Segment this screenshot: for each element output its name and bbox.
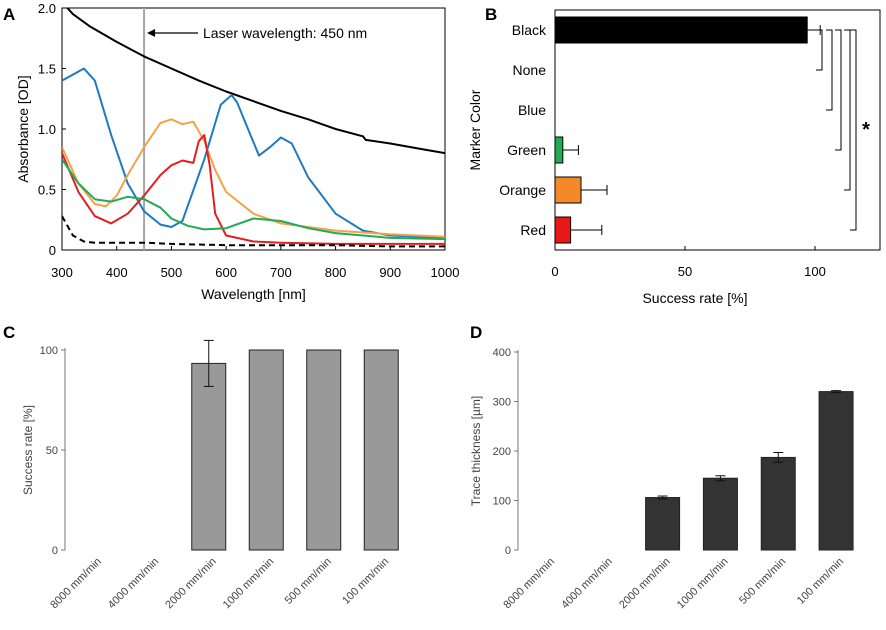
x-tick-label: 2000 mm/min bbox=[163, 556, 219, 612]
y-tick-label: 100 bbox=[40, 345, 58, 357]
category-label-orange: Orange bbox=[499, 182, 546, 198]
bar-100-mm-min bbox=[818, 391, 854, 551]
panel-d-letter: D bbox=[470, 323, 482, 342]
x-tick-label: 8000 mm/min bbox=[48, 556, 104, 612]
significance-star: * bbox=[862, 119, 870, 141]
x-tick-label: 8000 mm/min bbox=[501, 556, 557, 612]
y-tick-label: 400 bbox=[493, 347, 511, 359]
y-tick-label: 0 bbox=[49, 243, 56, 258]
x-tick-label: 100 mm/min bbox=[340, 556, 391, 607]
y-axis-label: Absorbance [OD] bbox=[15, 75, 31, 182]
panel-a-absorbance-chart: A Laser wavelength: 450 nm 300 400 500 600 700… bbox=[3, 1, 459, 302]
category-label-red: Red bbox=[520, 222, 546, 238]
x-tick-label: 700 bbox=[270, 265, 292, 280]
panel-b-frame bbox=[554, 9, 881, 251]
y-tick-label: 0 bbox=[52, 545, 58, 557]
x-tick-label: 900 bbox=[379, 265, 401, 280]
significance-bracket bbox=[816, 29, 823, 71]
bar-2000-mm-min bbox=[645, 497, 681, 551]
x-tick-label: 4000 mm/min bbox=[106, 556, 162, 612]
y-tick-label: 2.0 bbox=[38, 1, 56, 16]
x-tick-label: 2000 mm/min bbox=[617, 556, 673, 612]
series-line-none bbox=[62, 215, 445, 248]
bar-orange bbox=[554, 176, 582, 204]
category-label-blue: Blue bbox=[518, 102, 546, 118]
category-label-none: None bbox=[513, 62, 547, 78]
x-tick-label: 600 bbox=[215, 265, 237, 280]
panel-a-letter: A bbox=[3, 5, 15, 24]
x-tick-label: 100 bbox=[804, 264, 826, 279]
bar-2000-mm-min bbox=[191, 362, 227, 551]
x-tick-label: 300 bbox=[51, 265, 73, 280]
bar-1000-mm-min bbox=[702, 477, 738, 551]
x-tick-label: 0 bbox=[551, 264, 558, 279]
x-tick-label: 500 mm/min bbox=[283, 556, 334, 607]
x-tick-label: 500 mm/min bbox=[737, 556, 788, 607]
y-tick-label: 300 bbox=[493, 397, 511, 409]
y-axis-label: Trace thickness [µm] bbox=[469, 396, 483, 507]
bar-500-mm-min bbox=[760, 456, 796, 551]
panel-a-series-group bbox=[62, 8, 445, 248]
significance-bracket bbox=[844, 29, 851, 191]
series-line-black bbox=[66, 8, 445, 155]
x-tick-label: 400 bbox=[106, 265, 128, 280]
bar-1000-mm-min bbox=[248, 349, 284, 551]
x-axis-label: Success rate [%] bbox=[642, 290, 747, 306]
x-tick-label: 1000 bbox=[431, 265, 460, 280]
x-tick-label: 1000 mm/min bbox=[221, 556, 277, 612]
x-tick-label: 800 bbox=[325, 265, 347, 280]
y-tick-label: 0 bbox=[505, 545, 511, 557]
laser-annotation-text: Laser wavelength: 450 nm bbox=[203, 25, 367, 41]
bar-100-mm-min bbox=[363, 349, 399, 551]
x-tick-label: 1000 mm/min bbox=[675, 556, 731, 612]
y-tick-label: 200 bbox=[493, 446, 511, 458]
panel-c-success-rate-chart: C 0 50 100 8000 mm/min 4000 mm/min 2000 mm/min… bbox=[3, 323, 399, 612]
x-tick-label: 500 bbox=[161, 265, 183, 280]
panel-c-letter: C bbox=[3, 323, 15, 342]
series-line-blue bbox=[62, 67, 445, 239]
y-tick-label: 100 bbox=[493, 496, 511, 508]
panel-b-letter: B bbox=[485, 5, 497, 24]
bar-red bbox=[554, 216, 572, 244]
y-tick-label: 1.0 bbox=[38, 122, 56, 137]
series-line-red bbox=[62, 134, 445, 245]
y-axis-label: Marker Color bbox=[467, 89, 483, 170]
x-axis-label: Wavelength [nm] bbox=[201, 286, 306, 302]
x-tick-label: 4000 mm/min bbox=[559, 556, 615, 612]
series-line-orange bbox=[62, 118, 445, 238]
y-axis-label: Success rate [%] bbox=[21, 405, 35, 495]
y-tick-label: 0.5 bbox=[38, 183, 56, 198]
bar-green bbox=[554, 136, 564, 164]
bar-500-mm-min bbox=[306, 349, 342, 551]
significance-bracket bbox=[850, 29, 857, 231]
bar-black bbox=[554, 16, 808, 44]
y-tick-label: 50 bbox=[46, 445, 58, 457]
panel-b-marker-color-chart: B Black None Blue Green Orange Red * 0 50 100 Succe… bbox=[467, 5, 881, 306]
x-tick-label: 50 bbox=[678, 264, 692, 279]
category-label-black: Black bbox=[512, 22, 547, 38]
y-tick-label: 1.5 bbox=[38, 62, 56, 77]
series-line-green bbox=[62, 158, 445, 241]
panel-d-trace-thickness-chart: D 0 100 200 300 400 8000 mm/min 4000 mm/min 2000… bbox=[469, 323, 854, 612]
x-tick-label: 100 mm/min bbox=[795, 556, 846, 607]
category-label-green: Green bbox=[507, 142, 546, 158]
significance-bracket bbox=[826, 29, 833, 111]
significance-bracket bbox=[835, 29, 842, 151]
laser-annotation-arrowhead bbox=[147, 29, 156, 37]
